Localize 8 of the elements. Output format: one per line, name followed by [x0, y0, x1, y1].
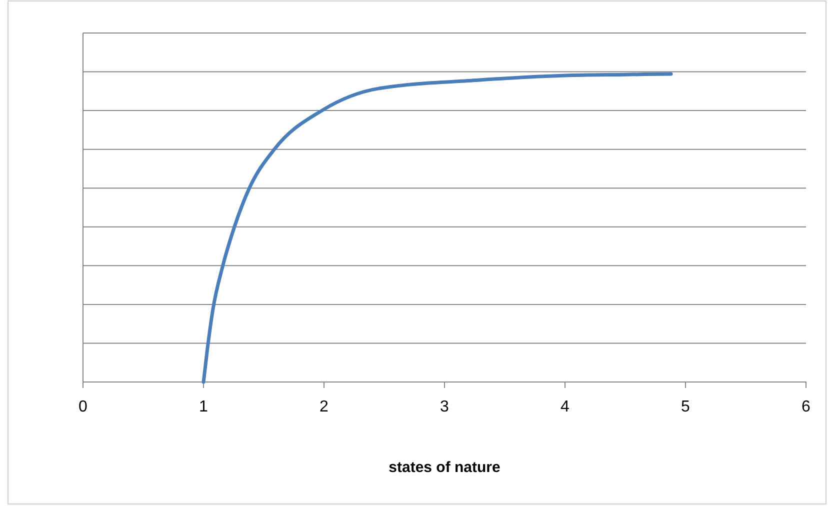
x-tick-label: 1	[199, 398, 208, 416]
x-tick-label: 3	[440, 398, 450, 416]
x-tick-label: 6	[802, 398, 811, 416]
x-axis-title: states of nature	[388, 459, 500, 476]
x-tick-label: 5	[681, 398, 690, 416]
x-tick-label: 4	[560, 398, 570, 416]
x-tick-label: 2	[320, 398, 329, 416]
x-tick-label: 0	[78, 398, 88, 416]
